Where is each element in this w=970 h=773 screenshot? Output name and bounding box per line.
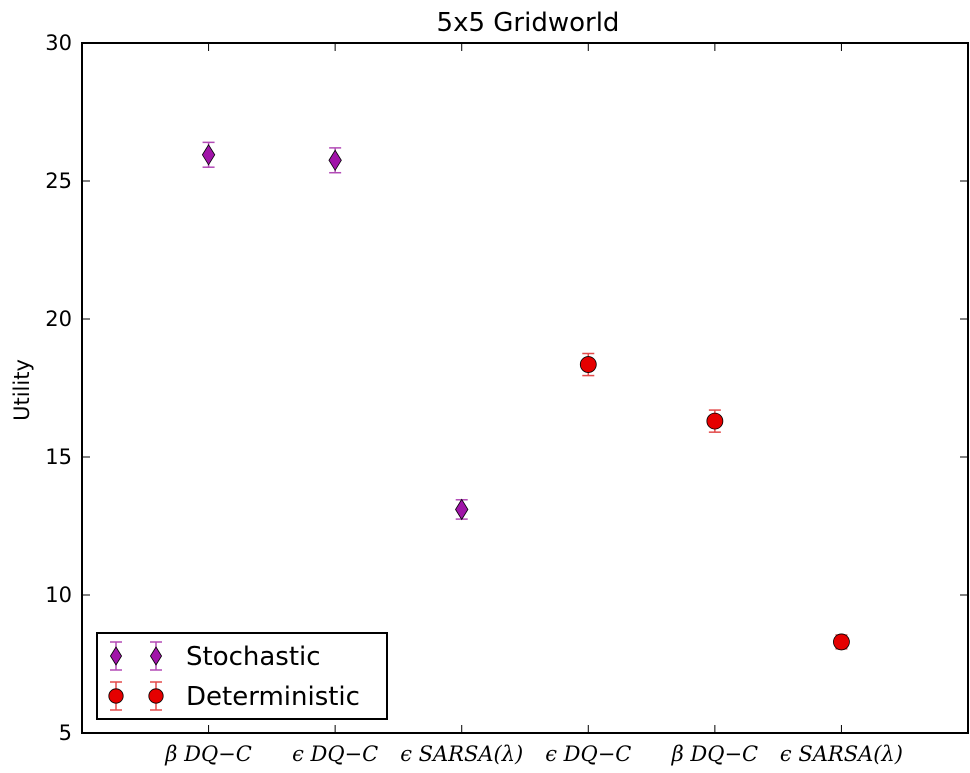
legend-box bbox=[96, 632, 388, 720]
x-tick-label: β DQ−C bbox=[164, 742, 252, 766]
legend-diamond-marker bbox=[149, 646, 163, 666]
legend-items: Stochastic Deterministic bbox=[108, 641, 360, 712]
data-point-stochastic bbox=[201, 141, 216, 168]
x-tick-label: ϵ SARSA(λ) bbox=[780, 742, 903, 766]
circle-marker bbox=[706, 412, 724, 430]
legend-label: Stochastic bbox=[186, 642, 321, 672]
data-point-deterministic bbox=[706, 409, 724, 433]
data-point-deterministic bbox=[833, 633, 850, 651]
diamond-marker bbox=[328, 149, 342, 172]
diamond-marker bbox=[201, 144, 216, 166]
data-point-deterministic bbox=[579, 352, 597, 377]
legend-item-deterministic: Deterministic bbox=[108, 681, 360, 712]
plot-area: 5 10 15 20 25 30 β DQ−C ϵ DQ−C ϵ SARSA(λ) ϵ DQ−C… bbox=[45, 31, 969, 766]
data-point-stochastic bbox=[328, 147, 342, 174]
diamond-marker bbox=[455, 498, 469, 521]
y-tick-label: 25 bbox=[45, 169, 72, 193]
legend-diamond-marker bbox=[109, 646, 123, 666]
data-point-stochastic bbox=[455, 498, 469, 521]
legend-circle-marker bbox=[148, 688, 164, 704]
axes-frame bbox=[81, 42, 969, 734]
y-tick-label: 5 bbox=[59, 721, 72, 745]
x-axis-ticks: β DQ−C ϵ DQ−C ϵ SARSA(λ) ϵ DQ−C β DQ−C ϵ SARS… bbox=[164, 43, 903, 766]
legend-circle-marker bbox=[108, 688, 124, 704]
y-axis-label: Utility bbox=[10, 359, 34, 421]
data-marks bbox=[201, 141, 850, 651]
chart-title: 5x5 Gridworld bbox=[437, 8, 620, 38]
y-tick-label: 20 bbox=[45, 307, 72, 331]
circle-marker bbox=[579, 356, 597, 373]
x-tick-label: ϵ DQ−C bbox=[292, 742, 378, 766]
circle-marker bbox=[833, 633, 850, 651]
y-axis-ticks: 5 10 15 20 25 30 bbox=[45, 31, 968, 745]
y-tick-label: 10 bbox=[45, 583, 72, 607]
x-tick-label: ϵ DQ−C bbox=[545, 742, 631, 766]
y-tick-label: 30 bbox=[45, 31, 72, 55]
x-tick-label: β DQ−C bbox=[671, 742, 759, 766]
legend-item-stochastic: Stochastic bbox=[109, 641, 321, 672]
y-tick-label: 15 bbox=[45, 445, 72, 469]
x-tick-label: ϵ SARSA(λ) bbox=[400, 742, 523, 766]
legend-label: Deterministic bbox=[186, 682, 360, 712]
legend: Stochastic Deterministic bbox=[96, 632, 388, 720]
